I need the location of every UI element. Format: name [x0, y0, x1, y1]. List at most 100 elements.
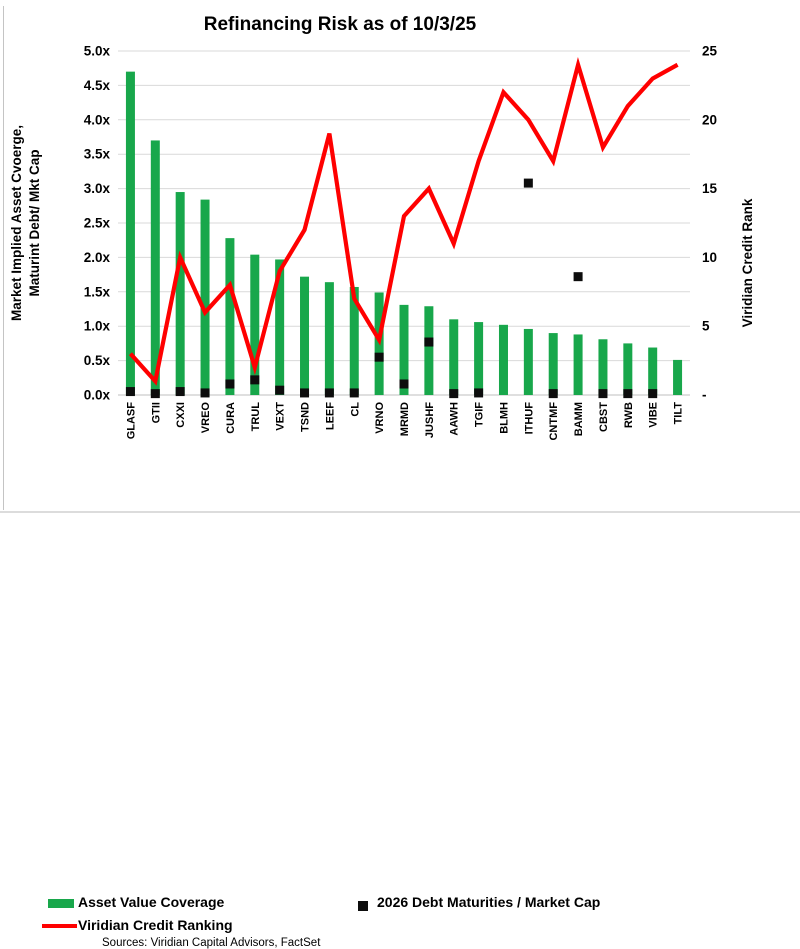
- marker-CBST: [598, 389, 608, 399]
- x-tick-GTII: GTII: [150, 402, 162, 423]
- legend-bar-label: Asset Value Coverage: [78, 894, 225, 910]
- bar-CL: [349, 286, 359, 395]
- x-tick-ITHUF: ITHUF: [523, 402, 535, 435]
- marker-RWB: [623, 389, 633, 399]
- legend-bar-swatch: [48, 899, 74, 908]
- legend-marker-label: 2026 Debt Maturities / Market Cap: [377, 894, 601, 910]
- credit-ranking-line: [128, 56, 679, 386]
- bar-TGIF: [474, 322, 484, 395]
- right-axis-title: Viridian Credit Rank: [740, 198, 755, 327]
- left-axis-tick: 2.5x: [84, 216, 111, 231]
- x-tick-CURA: CURA: [225, 402, 237, 434]
- bar-JUSHF: [424, 306, 434, 395]
- chart-legend: Asset Value Coverage 2026 Debt Maturitie…: [0, 446, 800, 949]
- right-axis-tick: 20: [702, 112, 717, 127]
- bar-MRMD: [399, 304, 409, 395]
- bar-CNTMF: [548, 333, 558, 395]
- left-axis-tick: 0.0x: [84, 388, 111, 403]
- marker-CURA: [225, 379, 235, 389]
- marker-TRUL: [250, 375, 260, 385]
- left-axis-tick: 4.0x: [84, 112, 111, 127]
- x-tick-BLMH: BLMH: [498, 402, 510, 434]
- bar-CURA: [225, 238, 235, 395]
- window-bottom-edge: [0, 511, 800, 513]
- chart-svg: Refinancing Risk as of 10/3/25 Market Im…: [9, 14, 755, 441]
- x-tick-TILT: TILT: [673, 402, 685, 425]
- marker-ITHUF: [523, 178, 533, 188]
- x-tick-TSND: TSND: [300, 402, 312, 432]
- right-axis-tick: -: [702, 388, 707, 403]
- right-axis-tick: 25: [702, 44, 718, 59]
- marker-JUSHF: [424, 337, 434, 347]
- x-tick-TRUL: TRUL: [250, 402, 262, 432]
- x-tick-VEXT: VEXT: [275, 402, 287, 431]
- left-axis-tick: 4.5x: [84, 78, 111, 93]
- source-note: Sources: Viridian Capital Advisors, Fact…: [102, 937, 321, 949]
- left-axis-tick: 5.0x: [84, 44, 111, 59]
- right-axis-tick: 5: [702, 319, 710, 334]
- x-tick-CBST: CBST: [598, 402, 610, 432]
- marker-VREO: [200, 388, 210, 398]
- bar-CBST: [598, 339, 608, 395]
- x-tick-TGIF: TGIF: [474, 402, 486, 427]
- bar-VIBE: [648, 347, 658, 395]
- bar-GLASF: [125, 71, 135, 395]
- x-tick-CL: CL: [349, 402, 361, 417]
- bar-TILT: [673, 359, 683, 395]
- chart-border-left: [3, 6, 4, 510]
- bar-VEXT: [275, 259, 285, 395]
- x-tick-VREO: VREO: [200, 402, 212, 434]
- marker-VRNO: [374, 352, 384, 362]
- chart-title: Refinancing Risk as of 10/3/25: [204, 14, 477, 35]
- x-tick-LEEF: LEEF: [324, 402, 336, 430]
- bar-TRUL: [250, 254, 260, 395]
- right-axis-tick: 15: [702, 181, 718, 196]
- bar-BLMH: [498, 324, 508, 395]
- marker-VEXT: [275, 385, 285, 395]
- legend-marker-swatch: [358, 901, 368, 911]
- marker-GLASF: [125, 387, 135, 397]
- left-axis-tick: 1.0x: [84, 319, 111, 334]
- left-axis-tick: 2.0x: [84, 250, 111, 265]
- bar-LEEF: [324, 282, 334, 395]
- left-axis-title-line1: Market Implied Asset Cvoerge,: [9, 125, 24, 321]
- marker-BAMM: [573, 272, 583, 282]
- bar-VREO: [200, 199, 210, 395]
- marker-CNTMF: [548, 389, 558, 399]
- bar-CXXI: [175, 192, 185, 395]
- legend-line-swatch: [42, 924, 77, 928]
- marker-MRMD: [399, 379, 409, 389]
- x-tick-RWB: RWB: [623, 402, 635, 428]
- x-tick-MRMD: MRMD: [399, 402, 411, 436]
- marker-AAWH: [449, 389, 459, 399]
- marker-CXXI: [175, 387, 185, 397]
- x-tick-VIBE: VIBE: [648, 402, 660, 428]
- x-tick-GLASF: GLASF: [125, 402, 137, 440]
- marker-VIBE: [648, 389, 658, 399]
- x-tick-CNTMF: CNTMF: [548, 402, 560, 441]
- bar-GTII: [150, 140, 160, 395]
- marker-CL: [349, 388, 359, 398]
- bar-ITHUF: [523, 328, 533, 395]
- marker-TGIF: [474, 388, 484, 398]
- left-axis-title-line2: Maturint Debt/ Mkt Cap: [27, 150, 42, 297]
- left-axis-title: Market Implied Asset Cvoerge, Maturint D…: [9, 125, 42, 321]
- marker-LEEF: [324, 388, 334, 398]
- x-tick-AAWH: AAWH: [449, 402, 461, 436]
- x-tick-JUSHF: JUSHF: [424, 402, 436, 438]
- marker-GTII: [150, 389, 160, 399]
- left-axis-tick: 0.5x: [84, 353, 111, 368]
- right-axis-tick: 10: [702, 250, 717, 265]
- left-axis-tick: 3.5x: [84, 147, 111, 162]
- left-axis-tick: 3.0x: [84, 181, 111, 196]
- bar-TSND: [300, 276, 310, 395]
- x-tick-BAMM: BAMM: [573, 402, 585, 436]
- bar-AAWH: [449, 319, 459, 395]
- legend-line-label: Viridian Credit Ranking: [78, 917, 233, 933]
- marker-TSND: [300, 388, 310, 398]
- left-axis-tick: 1.5x: [84, 284, 111, 299]
- bar-RWB: [623, 343, 633, 395]
- plot-area: 5.0x 4.5x 4.0x 3.5x 3.0x 2.5x 2.0x 1.5x 1.0x 0.5x…: [84, 44, 718, 441]
- bar-BAMM: [573, 334, 583, 395]
- x-tick-VRNO: VRNO: [374, 402, 386, 434]
